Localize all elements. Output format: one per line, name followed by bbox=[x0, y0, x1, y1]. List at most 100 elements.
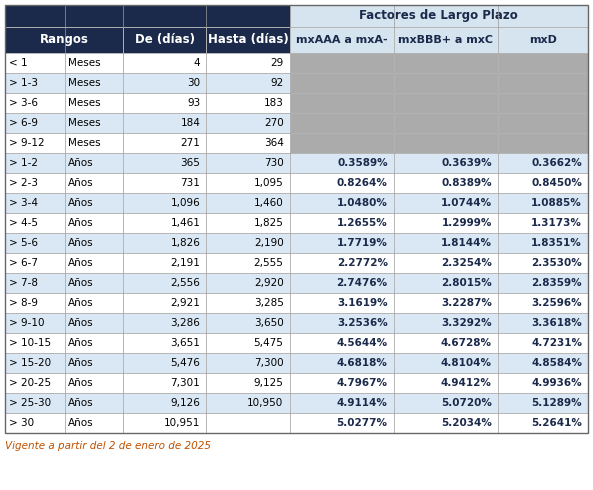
Bar bbox=[123, 353, 206, 373]
Text: 4.8104%: 4.8104% bbox=[441, 358, 492, 368]
Bar bbox=[65, 113, 123, 133]
Text: 3.3292%: 3.3292% bbox=[441, 318, 492, 328]
Bar bbox=[123, 213, 206, 233]
Bar bbox=[394, 353, 498, 373]
Text: 1.3173%: 1.3173% bbox=[531, 218, 582, 228]
Bar bbox=[5, 233, 65, 253]
Bar bbox=[289, 393, 394, 413]
Bar bbox=[123, 313, 206, 333]
Text: 1.0885%: 1.0885% bbox=[531, 198, 582, 208]
Bar bbox=[5, 27, 123, 53]
Bar bbox=[123, 333, 206, 353]
Bar bbox=[5, 153, 65, 173]
Bar bbox=[206, 73, 289, 93]
Bar bbox=[5, 173, 65, 193]
Bar bbox=[498, 113, 588, 133]
Text: > 9-12: > 9-12 bbox=[9, 138, 44, 148]
Text: 1.2999%: 1.2999% bbox=[441, 218, 492, 228]
Bar bbox=[206, 413, 289, 433]
Text: 93: 93 bbox=[187, 98, 200, 108]
Bar bbox=[206, 153, 289, 173]
Text: Años: Años bbox=[68, 298, 94, 308]
Bar bbox=[65, 293, 123, 313]
Text: 2.3254%: 2.3254% bbox=[441, 258, 492, 268]
Bar bbox=[394, 27, 498, 53]
Text: 1.0744%: 1.0744% bbox=[441, 198, 492, 208]
Bar bbox=[394, 213, 498, 233]
Bar bbox=[498, 193, 588, 213]
Bar bbox=[65, 273, 123, 293]
Text: 4.6728%: 4.6728% bbox=[441, 338, 492, 348]
Bar bbox=[206, 253, 289, 273]
Bar bbox=[498, 27, 588, 53]
Bar bbox=[394, 193, 498, 213]
Text: 3,286: 3,286 bbox=[170, 318, 200, 328]
Bar bbox=[289, 373, 394, 393]
Text: > 8-9: > 8-9 bbox=[9, 298, 38, 308]
Text: 1,826: 1,826 bbox=[170, 238, 200, 248]
Text: 2,921: 2,921 bbox=[170, 298, 200, 308]
Text: > 1-3: > 1-3 bbox=[9, 78, 38, 88]
Bar bbox=[5, 313, 65, 333]
Bar bbox=[123, 253, 206, 273]
Bar bbox=[206, 333, 289, 353]
Text: 2.7476%: 2.7476% bbox=[337, 278, 388, 288]
Text: Años: Años bbox=[68, 178, 94, 188]
Bar bbox=[394, 273, 498, 293]
Text: Años: Años bbox=[68, 278, 94, 288]
Bar bbox=[206, 213, 289, 233]
Bar bbox=[5, 333, 65, 353]
Text: Factores de Largo Plazo: Factores de Largo Plazo bbox=[359, 9, 518, 23]
Text: 2.8015%: 2.8015% bbox=[441, 278, 492, 288]
Bar bbox=[206, 53, 289, 73]
Text: Años: Años bbox=[68, 238, 94, 248]
Bar bbox=[289, 253, 394, 273]
Bar bbox=[498, 393, 588, 413]
Text: 5.2641%: 5.2641% bbox=[531, 418, 582, 428]
Bar bbox=[65, 313, 123, 333]
Bar bbox=[123, 233, 206, 253]
Text: 1.7719%: 1.7719% bbox=[337, 238, 388, 248]
Text: 5,476: 5,476 bbox=[170, 358, 200, 368]
Bar bbox=[289, 113, 394, 133]
Text: 0.8450%: 0.8450% bbox=[531, 178, 582, 188]
Bar bbox=[206, 113, 289, 133]
Bar bbox=[206, 173, 289, 193]
Bar bbox=[65, 413, 123, 433]
Bar bbox=[65, 353, 123, 373]
Bar bbox=[206, 27, 289, 53]
Text: 1,096: 1,096 bbox=[171, 198, 200, 208]
Bar bbox=[65, 173, 123, 193]
Text: Años: Años bbox=[68, 398, 94, 408]
Bar bbox=[123, 173, 206, 193]
Text: 184: 184 bbox=[180, 118, 200, 128]
Text: 0.3662%: 0.3662% bbox=[531, 158, 582, 168]
Bar bbox=[289, 173, 394, 193]
Text: > 10-15: > 10-15 bbox=[9, 338, 51, 348]
Bar bbox=[289, 73, 394, 93]
Bar bbox=[206, 393, 289, 413]
Bar bbox=[65, 53, 123, 73]
Text: Meses: Meses bbox=[68, 118, 101, 128]
Text: 3.2536%: 3.2536% bbox=[337, 318, 388, 328]
Text: 183: 183 bbox=[264, 98, 283, 108]
Text: 2,190: 2,190 bbox=[254, 238, 283, 248]
Bar bbox=[394, 73, 498, 93]
Text: 92: 92 bbox=[270, 78, 283, 88]
Bar bbox=[498, 93, 588, 113]
Text: Meses: Meses bbox=[68, 138, 101, 148]
Text: 2,556: 2,556 bbox=[170, 278, 200, 288]
Bar bbox=[123, 413, 206, 433]
Text: Años: Años bbox=[68, 358, 94, 368]
Text: 10,950: 10,950 bbox=[247, 398, 283, 408]
Text: > 3-4: > 3-4 bbox=[9, 198, 38, 208]
Text: Meses: Meses bbox=[68, 58, 101, 68]
Text: Vigente a partir del 2 de enero de 2025: Vigente a partir del 2 de enero de 2025 bbox=[5, 441, 211, 451]
Bar bbox=[206, 293, 289, 313]
Bar bbox=[5, 413, 65, 433]
Bar bbox=[498, 413, 588, 433]
Text: Años: Años bbox=[68, 378, 94, 388]
Bar bbox=[289, 53, 394, 73]
Bar bbox=[394, 53, 498, 73]
Text: > 5-6: > 5-6 bbox=[9, 238, 38, 248]
